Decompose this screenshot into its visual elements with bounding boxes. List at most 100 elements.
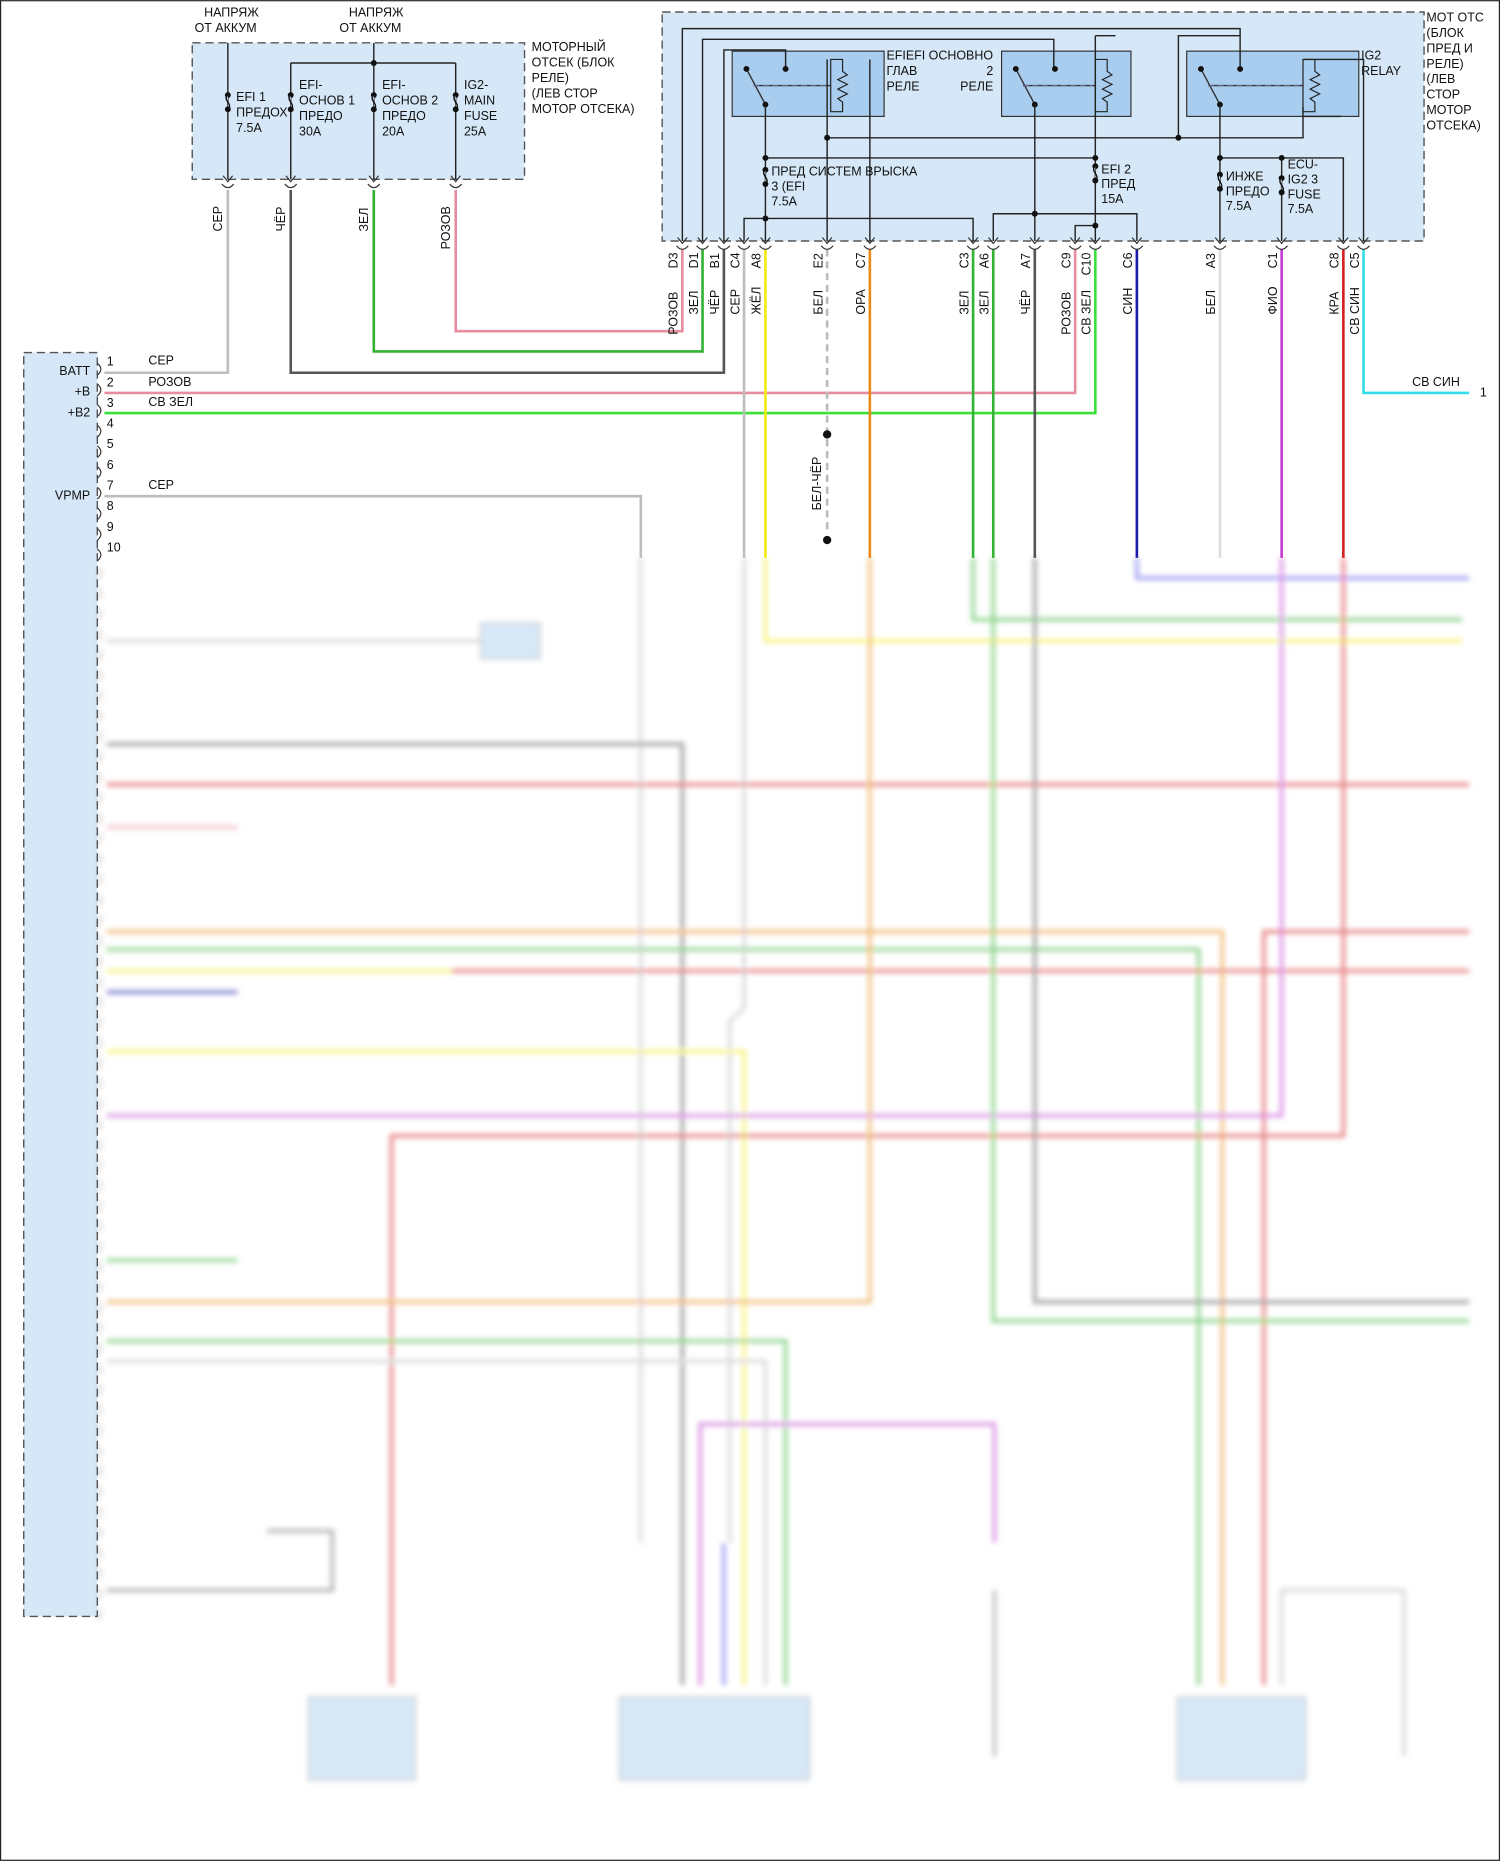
blurred-component xyxy=(1176,1696,1306,1781)
fuse-label: 7.5A xyxy=(1288,202,1314,216)
connector-terminal-icon xyxy=(759,237,772,250)
fuse-label: ПРЕД xyxy=(1101,177,1136,191)
fuse-label: 3 (EFI xyxy=(771,180,805,194)
relay-wire-color-label: ЧЁР xyxy=(1019,290,1033,315)
fuse-label: MAIN xyxy=(464,94,495,108)
blurred-wire xyxy=(389,557,1346,1686)
fuse-label: ПРЕДОХ xyxy=(236,105,288,119)
wire-pink-plus-b xyxy=(104,249,1077,395)
wire-green-efi-main2 xyxy=(372,189,704,353)
blurred-wire xyxy=(763,557,1463,643)
relay-wire-color-label: БЕЛ xyxy=(811,290,825,315)
wire-c5 xyxy=(1362,249,1470,395)
relay-wire-color-label: ОРА xyxy=(854,288,868,314)
relay-wire-color-label: ЗЕЛ xyxy=(957,291,971,315)
supply-label-2b: ОТ АККУМ xyxy=(339,21,401,35)
relay-coil-icon xyxy=(1302,58,1321,113)
relay-pin-label: C10 xyxy=(1080,253,1094,276)
ecu-pin-number: 4 xyxy=(107,417,114,431)
relay-pin-label: C8 xyxy=(1328,252,1342,268)
fuse-label: FUSE xyxy=(464,109,497,123)
wire-label-batt: СЕР xyxy=(148,353,174,367)
blurred-lower-section xyxy=(96,557,1470,1781)
connector-terminal-icon xyxy=(1213,237,1227,250)
fuse-label: ПРЕДО xyxy=(299,109,343,123)
fuse-label: ПРЕДО xyxy=(382,109,426,123)
wire-lightgreen-plus-b2 xyxy=(104,249,1097,415)
blurred-wire xyxy=(698,1422,997,1686)
relay-wire-color-label: ЧЁР xyxy=(708,290,722,315)
connector-terminal-icon xyxy=(863,237,877,250)
terminal-vpmp: VPMP xyxy=(55,489,90,503)
ecu-pin-number: 1 xyxy=(107,355,114,369)
relay-pin-label: C9 xyxy=(1059,252,1073,268)
fuse-label: ИНЖЕ xyxy=(1226,170,1264,184)
blurred-component xyxy=(618,1696,810,1781)
connector-terminal-icon xyxy=(696,237,709,250)
pin-terminal-icon xyxy=(96,445,102,459)
relay-wire-color-label: СВ СИН xyxy=(1348,287,1362,335)
ecu-pin-number: 6 xyxy=(107,458,114,472)
relay-label: РЕЛЕ xyxy=(886,79,919,93)
connector-terminal-icon xyxy=(1336,237,1350,250)
pin-terminal-icon xyxy=(96,404,102,417)
relay-pin-label: C3 xyxy=(957,252,971,268)
relay-wire-color-label: КРА xyxy=(1328,291,1342,315)
title-line: МОТ ОТС xyxy=(1426,10,1483,24)
relay-pin-label: A3 xyxy=(1204,253,1218,268)
output-pin-label: 1 xyxy=(1480,385,1487,399)
connector-terminal-icon xyxy=(986,237,1000,250)
connector-terminal-icon xyxy=(1275,237,1289,250)
fuse-label: IG2 3 xyxy=(1288,172,1319,186)
title-line: (ЛЕВ СТОР xyxy=(532,86,598,100)
connector-terminal-icon xyxy=(717,237,731,250)
relay-label: RELAY xyxy=(1361,64,1402,78)
fuse-label: ОСНОВ 2 xyxy=(382,94,438,108)
relay-pin-label: C1 xyxy=(1266,252,1280,268)
pin-terminal-icon xyxy=(96,527,102,541)
relay-coil-icon xyxy=(1094,58,1114,113)
relay-wire-color-label: ЗЕЛ xyxy=(978,291,992,315)
blurred-wire xyxy=(106,742,685,1686)
ecu-pin-number: 7 xyxy=(107,479,114,493)
fuse-label: EFI 2 xyxy=(1101,162,1131,176)
relay-pin-label: A6 xyxy=(978,253,992,268)
ecu-pin-number: 9 xyxy=(107,520,114,534)
wire-grey-batt xyxy=(104,189,230,375)
blurred-wire xyxy=(106,1359,768,1686)
blurred-component xyxy=(307,1696,416,1781)
relay-pin-label: B1 xyxy=(708,253,722,268)
relay-block-outline xyxy=(661,11,1425,242)
relay-label: РЕЛЕ xyxy=(960,79,993,93)
blurred-wire xyxy=(106,1049,746,1686)
ground-wire-label: БЕЛ-ЧЁР xyxy=(810,457,824,511)
pin-terminal-icon xyxy=(96,486,102,500)
title-line: РЕЛЕ) xyxy=(1426,57,1463,71)
fuse-label: 15A xyxy=(1101,192,1124,206)
fuse-label: 7.5A xyxy=(1226,199,1252,213)
title-line: ОТСЕКА) xyxy=(1426,118,1480,132)
blurred-wire xyxy=(1262,929,1470,1686)
blurred-wire xyxy=(106,1529,335,1593)
supply-label-1b: ОТ АККУМ xyxy=(195,21,257,35)
wire-color-label: РОЗОВ xyxy=(439,206,453,249)
title-line: МОТОР ОТСЕКА) xyxy=(532,102,635,116)
pin-terminal-icon xyxy=(96,507,102,521)
pin-terminal-icon xyxy=(96,424,102,438)
relay-pin-label: C4 xyxy=(728,252,742,268)
title-line: ПРЕД И xyxy=(1426,41,1472,55)
fuse-label: ECU- xyxy=(1288,158,1318,172)
blurred-wire xyxy=(106,557,1284,1118)
relay-wire-color-label: РОЗОВ xyxy=(1059,292,1073,335)
wires xyxy=(104,189,1470,558)
relay-pin-label: A7 xyxy=(1019,253,1033,268)
connector-terminal-icon xyxy=(367,175,381,189)
blurred-wire xyxy=(1279,1588,1406,1757)
ecu-pin-number: 2 xyxy=(107,375,114,389)
pin-terminal-icon xyxy=(96,383,102,397)
relay-pin-label: D3 xyxy=(667,252,681,268)
connector-terminal-icon xyxy=(675,237,689,250)
